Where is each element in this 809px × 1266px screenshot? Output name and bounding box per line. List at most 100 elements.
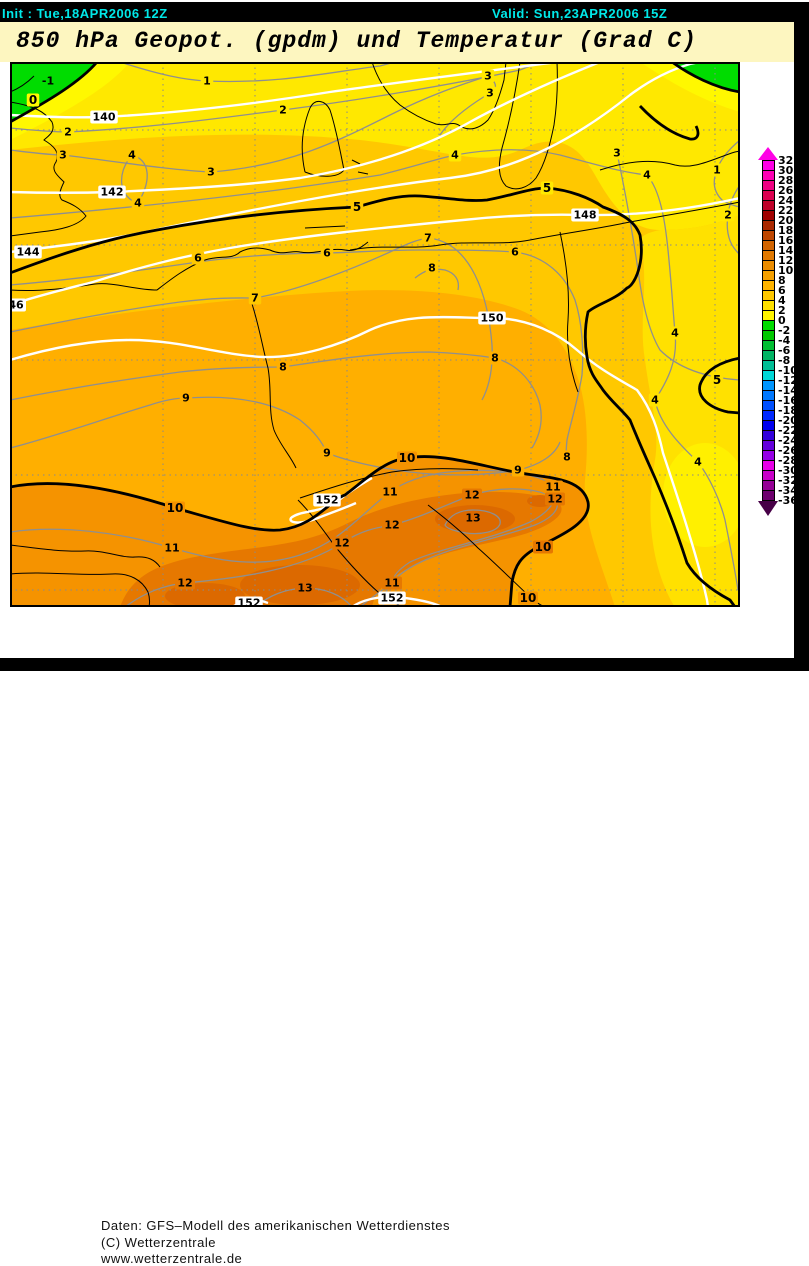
temperature-label: 11 [382,486,397,499]
temperature-label: 1 [203,75,211,88]
temperature-label: 6 [194,252,202,265]
temperature-label-box [125,148,139,162]
legend-value: -18 [778,404,798,417]
legend-value: 24 [778,194,794,207]
temperature-label-box [26,93,40,107]
legend-scale: 32 30 28 26 24 22 20 18 16 14 12 10 8 6 4 2 0 -2 -4 -6 -8 -10… [740,62,798,658]
legend-value: 30 [778,164,794,177]
temperature-label: 13 [465,512,480,525]
temperature-label-box [463,511,483,525]
temperature-label: 3 [207,166,215,179]
geopotential-label-box [378,591,406,605]
temperature-label-box [610,146,624,160]
temperature-label: 11 [384,577,399,590]
valid-text: Valid: Sun,23APR2006 15Z [492,6,668,21]
temperature-label: 7 [251,292,259,305]
legend-value: -8 [778,354,791,367]
geopotential-label: 140 [93,111,116,124]
legend-value: 22 [778,204,794,217]
temperature-label-box [421,231,435,245]
legend-value: -24 [778,434,798,447]
geopotential-label: 46 [10,299,24,312]
temperature-label-box [511,463,525,477]
temperature-label-box [710,163,724,177]
temperature-label: 6 [511,246,519,259]
legend-value: 8 [778,274,786,287]
temperature-label-box [38,74,58,88]
legend-value: 12 [778,254,794,267]
temperature-label-box [488,351,502,365]
temperature-label: 4 [134,197,142,210]
temperature-label-box [543,480,563,494]
geopotential-label-box [478,311,506,325]
temperature-label-box [131,196,145,210]
geopotential-label: 150 [481,312,504,325]
legend-value: -16 [778,394,798,407]
footer-line-1: Daten: GFS–Modell des amerikanischen Wet… [101,1218,450,1233]
title-bar: 850 hPa Geopot. (gpdm) und Temperatur (G… [0,22,794,62]
legend-value: 18 [778,224,794,237]
temperature-label-box [332,536,352,550]
temperature-label-box [56,148,70,162]
temperature-label-box [350,200,364,214]
geopotential-label: 152 [316,494,339,507]
temperature-label: 8 [428,262,436,275]
geopotential-label-box [14,245,42,259]
geopotential-label: 152 [381,592,404,605]
temperature-label-box [162,541,182,555]
temperature-label: 6 [323,247,331,260]
legend-value: -6 [778,344,791,357]
temperature-label-box [448,148,462,162]
temperature-label: 13 [297,582,312,595]
temperature-label: 4 [694,456,702,469]
legend-value: -34 [778,484,798,497]
geopotential-label-box [90,110,118,124]
temperature-label-box [248,291,262,305]
temperature-label-box [721,208,735,222]
temperature-label: 5 [543,181,551,195]
temperature-label-box [382,576,402,590]
legend-value: -2 [778,324,791,337]
top-white-line [0,0,809,2]
temperature-label: 0 [29,93,37,107]
temperature-label: 4 [643,169,651,182]
temperature-label-box [179,391,193,405]
temperature-label-box [380,485,400,499]
legend-value: 16 [778,234,794,247]
legend-value: -30 [778,464,798,477]
legend-value: -22 [778,424,798,437]
legend-arrow-up [758,147,778,160]
temperature-label-box [200,74,214,88]
legend-value: 6 [778,284,786,297]
footer-line-3: www.wetterzentrale.de [101,1251,243,1266]
temperature-label: 7 [424,232,432,245]
legend-value: -14 [778,384,798,397]
footer-caption: Daten: GFS–Modell des amerikanischen Wet… [0,607,794,1266]
temperature-label: 12 [384,519,399,532]
temperature-label: 8 [491,352,499,365]
temperature-label: 10 [167,501,184,515]
temperature-label-box [295,581,315,595]
temperature-label-box [560,450,574,464]
temperature-label-box [462,488,482,502]
temperature-label: 4 [451,149,459,162]
temperature-label: 9 [323,447,331,460]
temperature-label: 3 [613,147,621,160]
legend-value: -20 [778,414,798,427]
geopotential-label-box [313,493,341,507]
legend-value: -36 [778,494,798,507]
geopotential-label: 144 [17,246,40,259]
temperature-label-box [165,501,185,515]
temperature-label-box [533,540,553,554]
legend-value: -28 [778,454,798,467]
temperature-label: 5 [353,200,361,214]
temperature-label-box [397,451,417,465]
temperature-label-box [61,125,75,139]
geopotential-label-box [98,185,126,199]
temperature-label: 2 [724,209,732,222]
temperature-label-box [481,69,495,83]
temperature-label: 3 [486,87,494,100]
temperature-label: 12 [334,537,349,550]
geopotential-label: 148 [574,209,597,222]
